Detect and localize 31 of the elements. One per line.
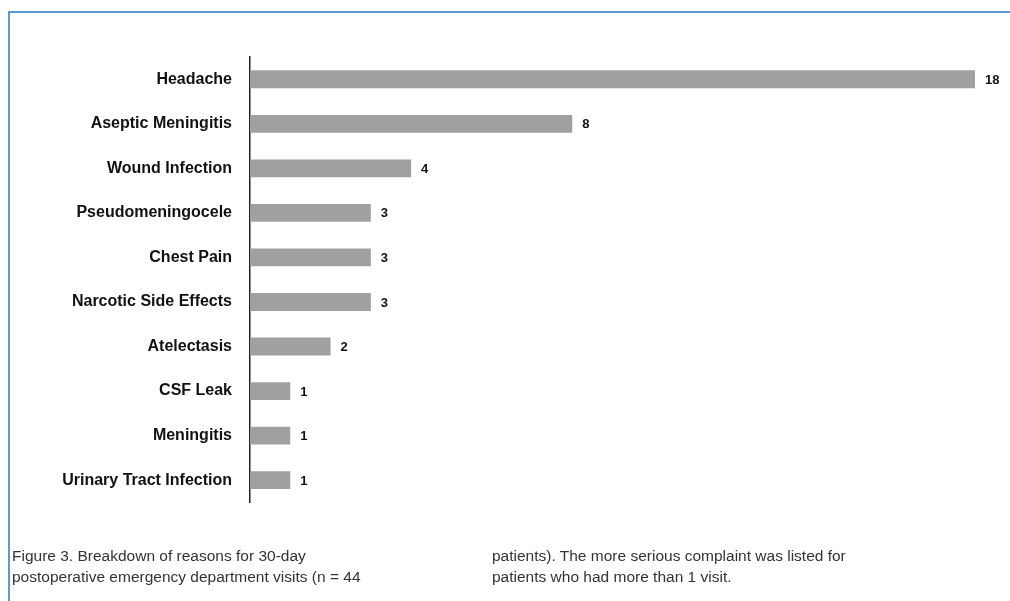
data-label: 3: [380, 294, 389, 310]
data-label: 1: [300, 472, 308, 488]
bar: [250, 293, 371, 311]
y-tick-label: Narcotic Side Effects: [71, 292, 233, 310]
bar: [250, 70, 975, 89]
data-label: 1: [300, 428, 308, 444]
bar: [250, 203, 371, 222]
data-label: 4: [421, 160, 430, 176]
y-tick-label: Headache: [156, 69, 233, 87]
bar: [250, 337, 331, 356]
data-label: 18: [985, 71, 1000, 87]
y-tick-label: Aseptic Meningitis: [90, 114, 233, 132]
y-tick-label: Atelectasis: [147, 336, 233, 354]
y-tick-label: Wound Infection: [106, 158, 232, 176]
bar: [250, 426, 291, 445]
data-label: 8: [582, 116, 590, 132]
bar: [250, 471, 291, 490]
bar: [250, 248, 371, 267]
data-label: 3: [380, 250, 389, 266]
data-label: 1: [300, 383, 308, 399]
y-tick-label: CSF Leak: [159, 381, 233, 399]
y-tick-label: Pseudomeningocele: [76, 203, 233, 221]
y-tick-label: Meningitis: [152, 426, 233, 443]
bar: [250, 159, 412, 178]
y-tick-label: Urinary Tract Infection: [62, 470, 232, 488]
bar: [250, 114, 573, 133]
data-label: 3: [380, 205, 389, 221]
data-label: 2: [340, 339, 348, 355]
bar: [250, 382, 291, 400]
y-tick-label: Chest Pain: [149, 247, 232, 265]
text: Figure 3. Breakdown of reasons for 30-day postoperative emergency department visits (n = 44 patients). The more serious complaint was listed for patients who had more than 1 visit.: [12, 547, 846, 585]
